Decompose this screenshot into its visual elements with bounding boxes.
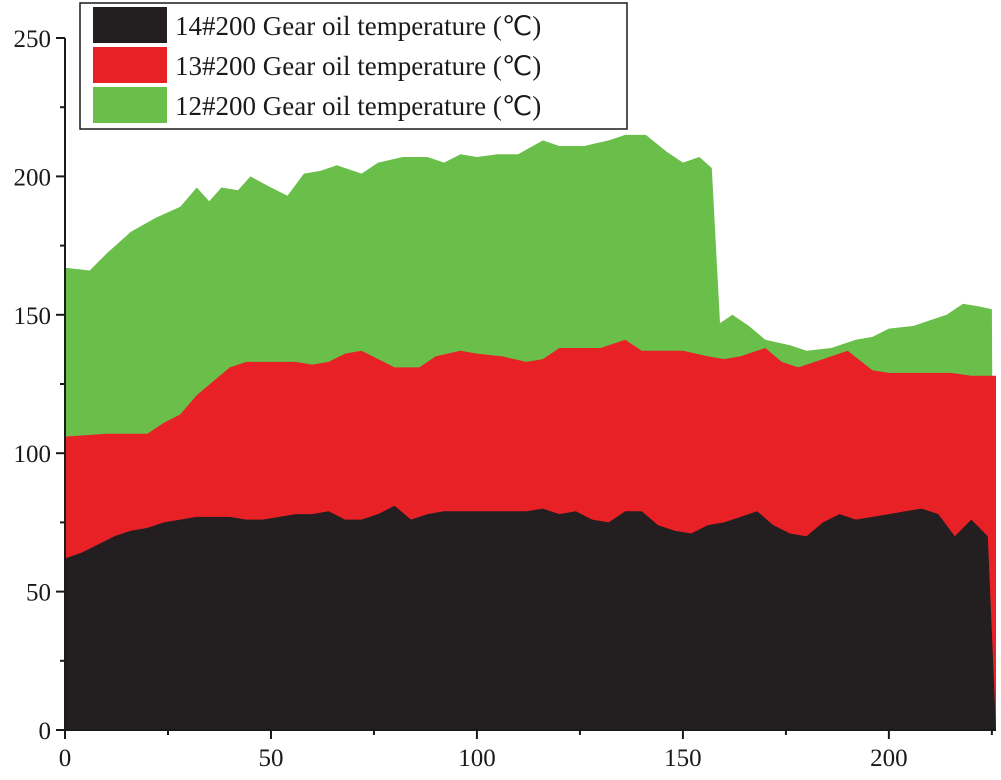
x-tick-label: 150 xyxy=(664,745,702,772)
x-tick-label: 0 xyxy=(59,745,72,772)
legend-label: 14#200 Gear oil temperature (℃) xyxy=(175,11,541,41)
legend-swatch xyxy=(93,87,167,123)
legend-box xyxy=(79,2,628,130)
y-tick-label: 200 xyxy=(14,164,52,191)
x-tick-label: 200 xyxy=(870,745,908,772)
y-tick-label: 100 xyxy=(14,441,52,468)
x-ticks: 0 50 100 150 200 xyxy=(59,730,993,772)
legend: 14#200 Gear oil temperature (℃) 13#200 Ge… xyxy=(79,2,628,130)
y-tick-label: 250 xyxy=(14,26,52,53)
area-series-3 xyxy=(65,505,996,730)
y-tick-label: 50 xyxy=(26,580,51,607)
x-tick-label: 100 xyxy=(458,745,496,772)
y-tick-label: 150 xyxy=(14,303,52,330)
legend-label: 12#200 Gear oil temperature (℃) xyxy=(175,91,541,121)
series-layer xyxy=(65,134,996,730)
y-ticks: 0 50 100 150 200 250 xyxy=(14,26,65,745)
legend-swatch xyxy=(93,47,167,83)
x-tick-label: 50 xyxy=(258,745,283,772)
legend-swatch xyxy=(93,7,167,43)
legend-label: 13#200 Gear oil temperature (℃) xyxy=(175,51,541,81)
y-tick-label: 0 xyxy=(39,718,52,745)
